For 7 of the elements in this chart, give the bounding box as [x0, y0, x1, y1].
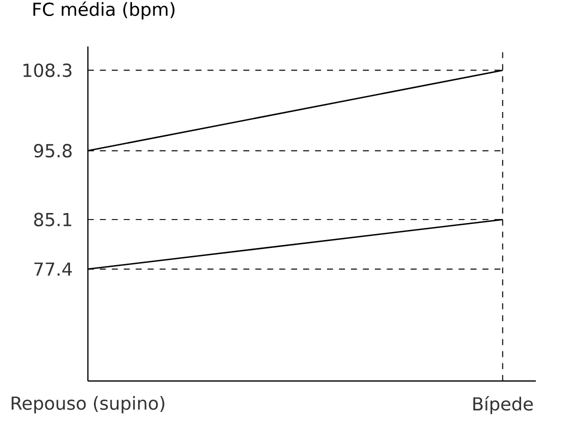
y-tick-label: 108.3 — [23, 63, 72, 77]
y-tick-label: 85.1 — [34, 212, 72, 226]
y-axis-title: FC média (bpm) — [33, 1, 174, 20]
x-tick-label: Bípede — [473, 396, 533, 414]
x-tick-label: Repouso (supino) — [12, 396, 164, 414]
y-tick-label: 77.4 — [34, 262, 72, 276]
y-tick-label: 95.8 — [34, 144, 72, 158]
